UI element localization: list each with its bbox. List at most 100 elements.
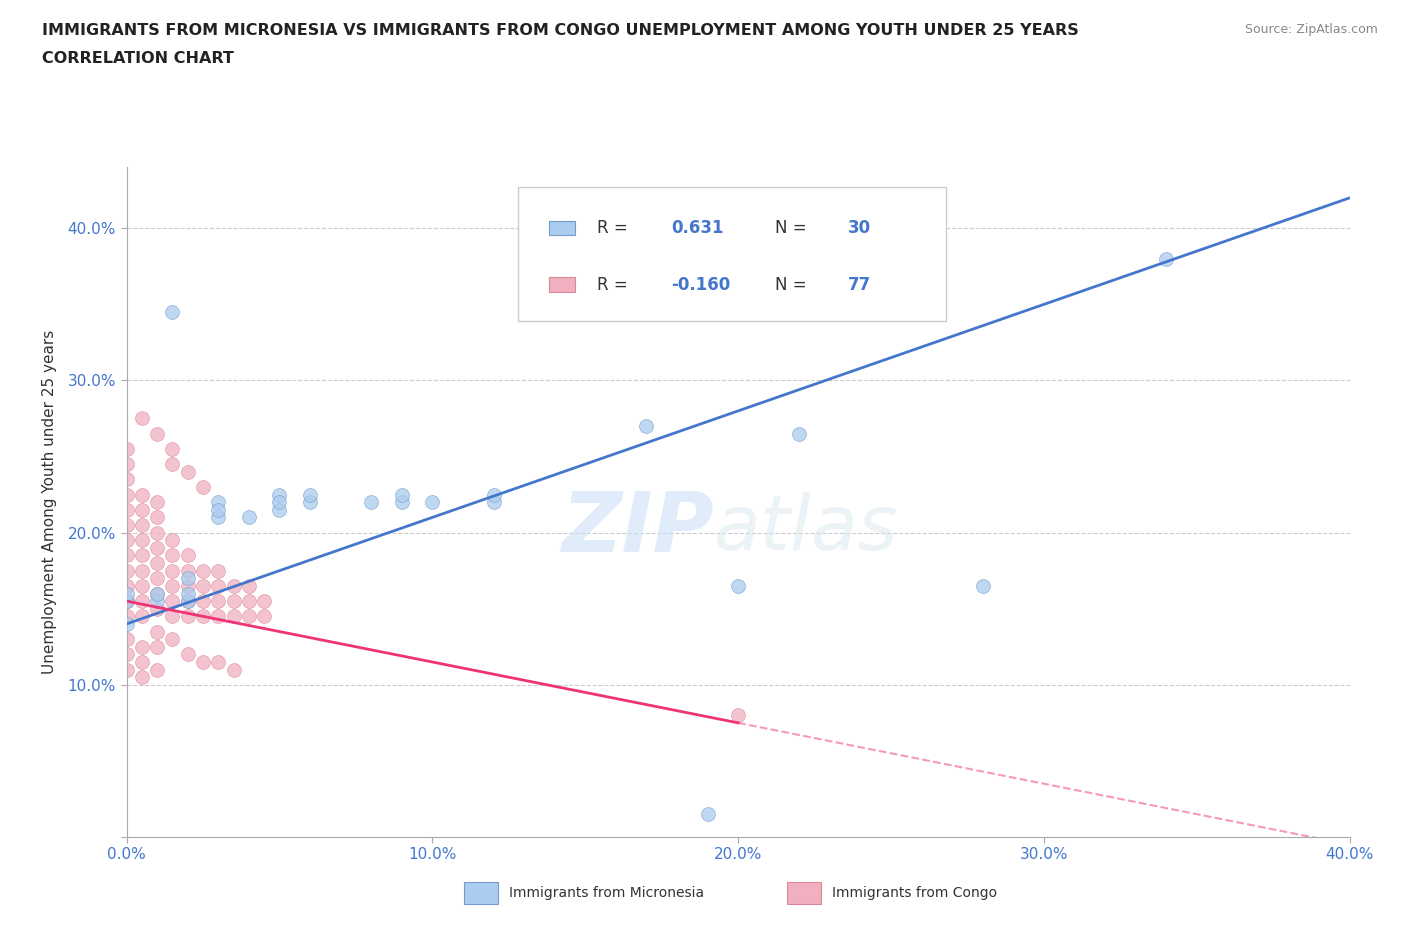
Point <box>115 593 138 608</box>
Point <box>191 655 214 670</box>
Point <box>391 495 413 510</box>
Point <box>131 487 153 502</box>
Point <box>253 609 276 624</box>
Point <box>146 593 169 608</box>
Point <box>162 548 184 563</box>
Point <box>191 578 214 593</box>
Text: 77: 77 <box>848 275 872 294</box>
Point <box>162 304 184 319</box>
Text: Source: ZipAtlas.com: Source: ZipAtlas.com <box>1244 23 1378 36</box>
Point <box>146 540 169 555</box>
Point <box>238 578 260 593</box>
Point <box>177 586 200 601</box>
Point <box>238 593 260 608</box>
Point <box>131 609 153 624</box>
Point <box>146 426 169 441</box>
Text: atlas: atlas <box>714 492 898 566</box>
Point <box>207 564 229 578</box>
Point <box>162 609 184 624</box>
Point <box>115 548 138 563</box>
Text: -0.160: -0.160 <box>671 275 730 294</box>
Point <box>115 564 138 578</box>
Text: R =: R = <box>598 275 634 294</box>
Point <box>177 564 200 578</box>
Point <box>146 602 169 617</box>
FancyBboxPatch shape <box>517 188 946 322</box>
Point <box>238 510 260 525</box>
Point <box>131 639 153 654</box>
Point <box>162 564 184 578</box>
Point <box>131 502 153 517</box>
Point <box>787 426 810 441</box>
Point <box>177 609 200 624</box>
Point <box>391 487 413 502</box>
Point <box>696 806 718 821</box>
Point <box>191 593 214 608</box>
Point <box>222 578 245 593</box>
Point <box>115 472 138 486</box>
Point <box>972 578 994 593</box>
Point <box>115 586 138 601</box>
Point <box>146 525 169 540</box>
Point <box>115 502 138 517</box>
Point <box>299 487 322 502</box>
Point <box>222 662 245 677</box>
Point <box>115 578 138 593</box>
Point <box>269 487 291 502</box>
Point <box>177 593 200 608</box>
Point <box>177 464 200 479</box>
Text: IMMIGRANTS FROM MICRONESIA VS IMMIGRANTS FROM CONGO UNEMPLOYMENT AMONG YOUTH UND: IMMIGRANTS FROM MICRONESIA VS IMMIGRANTS… <box>42 23 1078 38</box>
Point <box>131 655 153 670</box>
Point <box>162 631 184 646</box>
Point <box>207 510 229 525</box>
Text: Immigrants from Congo: Immigrants from Congo <box>832 885 997 900</box>
Text: R =: R = <box>598 219 634 237</box>
Point <box>269 502 291 517</box>
Point <box>177 647 200 662</box>
Point <box>146 624 169 639</box>
Point <box>131 548 153 563</box>
Point <box>115 442 138 457</box>
Point <box>115 631 138 646</box>
Point <box>131 564 153 578</box>
Bar <box>548 220 575 235</box>
Point <box>115 457 138 472</box>
Point <box>207 655 229 670</box>
Y-axis label: Unemployment Among Youth under 25 years: Unemployment Among Youth under 25 years <box>42 330 56 674</box>
Point <box>177 593 200 608</box>
Point <box>207 593 229 608</box>
Point <box>146 495 169 510</box>
Point <box>115 609 138 624</box>
Point <box>177 578 200 593</box>
Text: Immigrants from Micronesia: Immigrants from Micronesia <box>509 885 704 900</box>
Point <box>207 495 229 510</box>
Text: ZIP: ZIP <box>561 488 714 569</box>
Point <box>115 487 138 502</box>
Point <box>146 555 169 570</box>
Point <box>115 617 138 631</box>
Point <box>146 510 169 525</box>
Point <box>162 442 184 457</box>
Point <box>482 487 505 502</box>
Point <box>360 495 382 510</box>
Point <box>162 578 184 593</box>
Text: 0.631: 0.631 <box>671 219 723 237</box>
Point <box>299 495 322 510</box>
Point <box>146 571 169 586</box>
Point <box>162 593 184 608</box>
Point <box>131 578 153 593</box>
Point <box>115 593 138 608</box>
Point <box>131 411 153 426</box>
Point <box>131 593 153 608</box>
Point <box>131 670 153 684</box>
Point <box>177 548 200 563</box>
Point <box>115 647 138 662</box>
Text: 30: 30 <box>848 219 872 237</box>
Point <box>222 593 245 608</box>
Point <box>146 586 169 601</box>
Bar <box>548 277 575 292</box>
Text: N =: N = <box>775 219 811 237</box>
Point <box>207 578 229 593</box>
Point <box>269 495 291 510</box>
Point <box>636 418 658 433</box>
